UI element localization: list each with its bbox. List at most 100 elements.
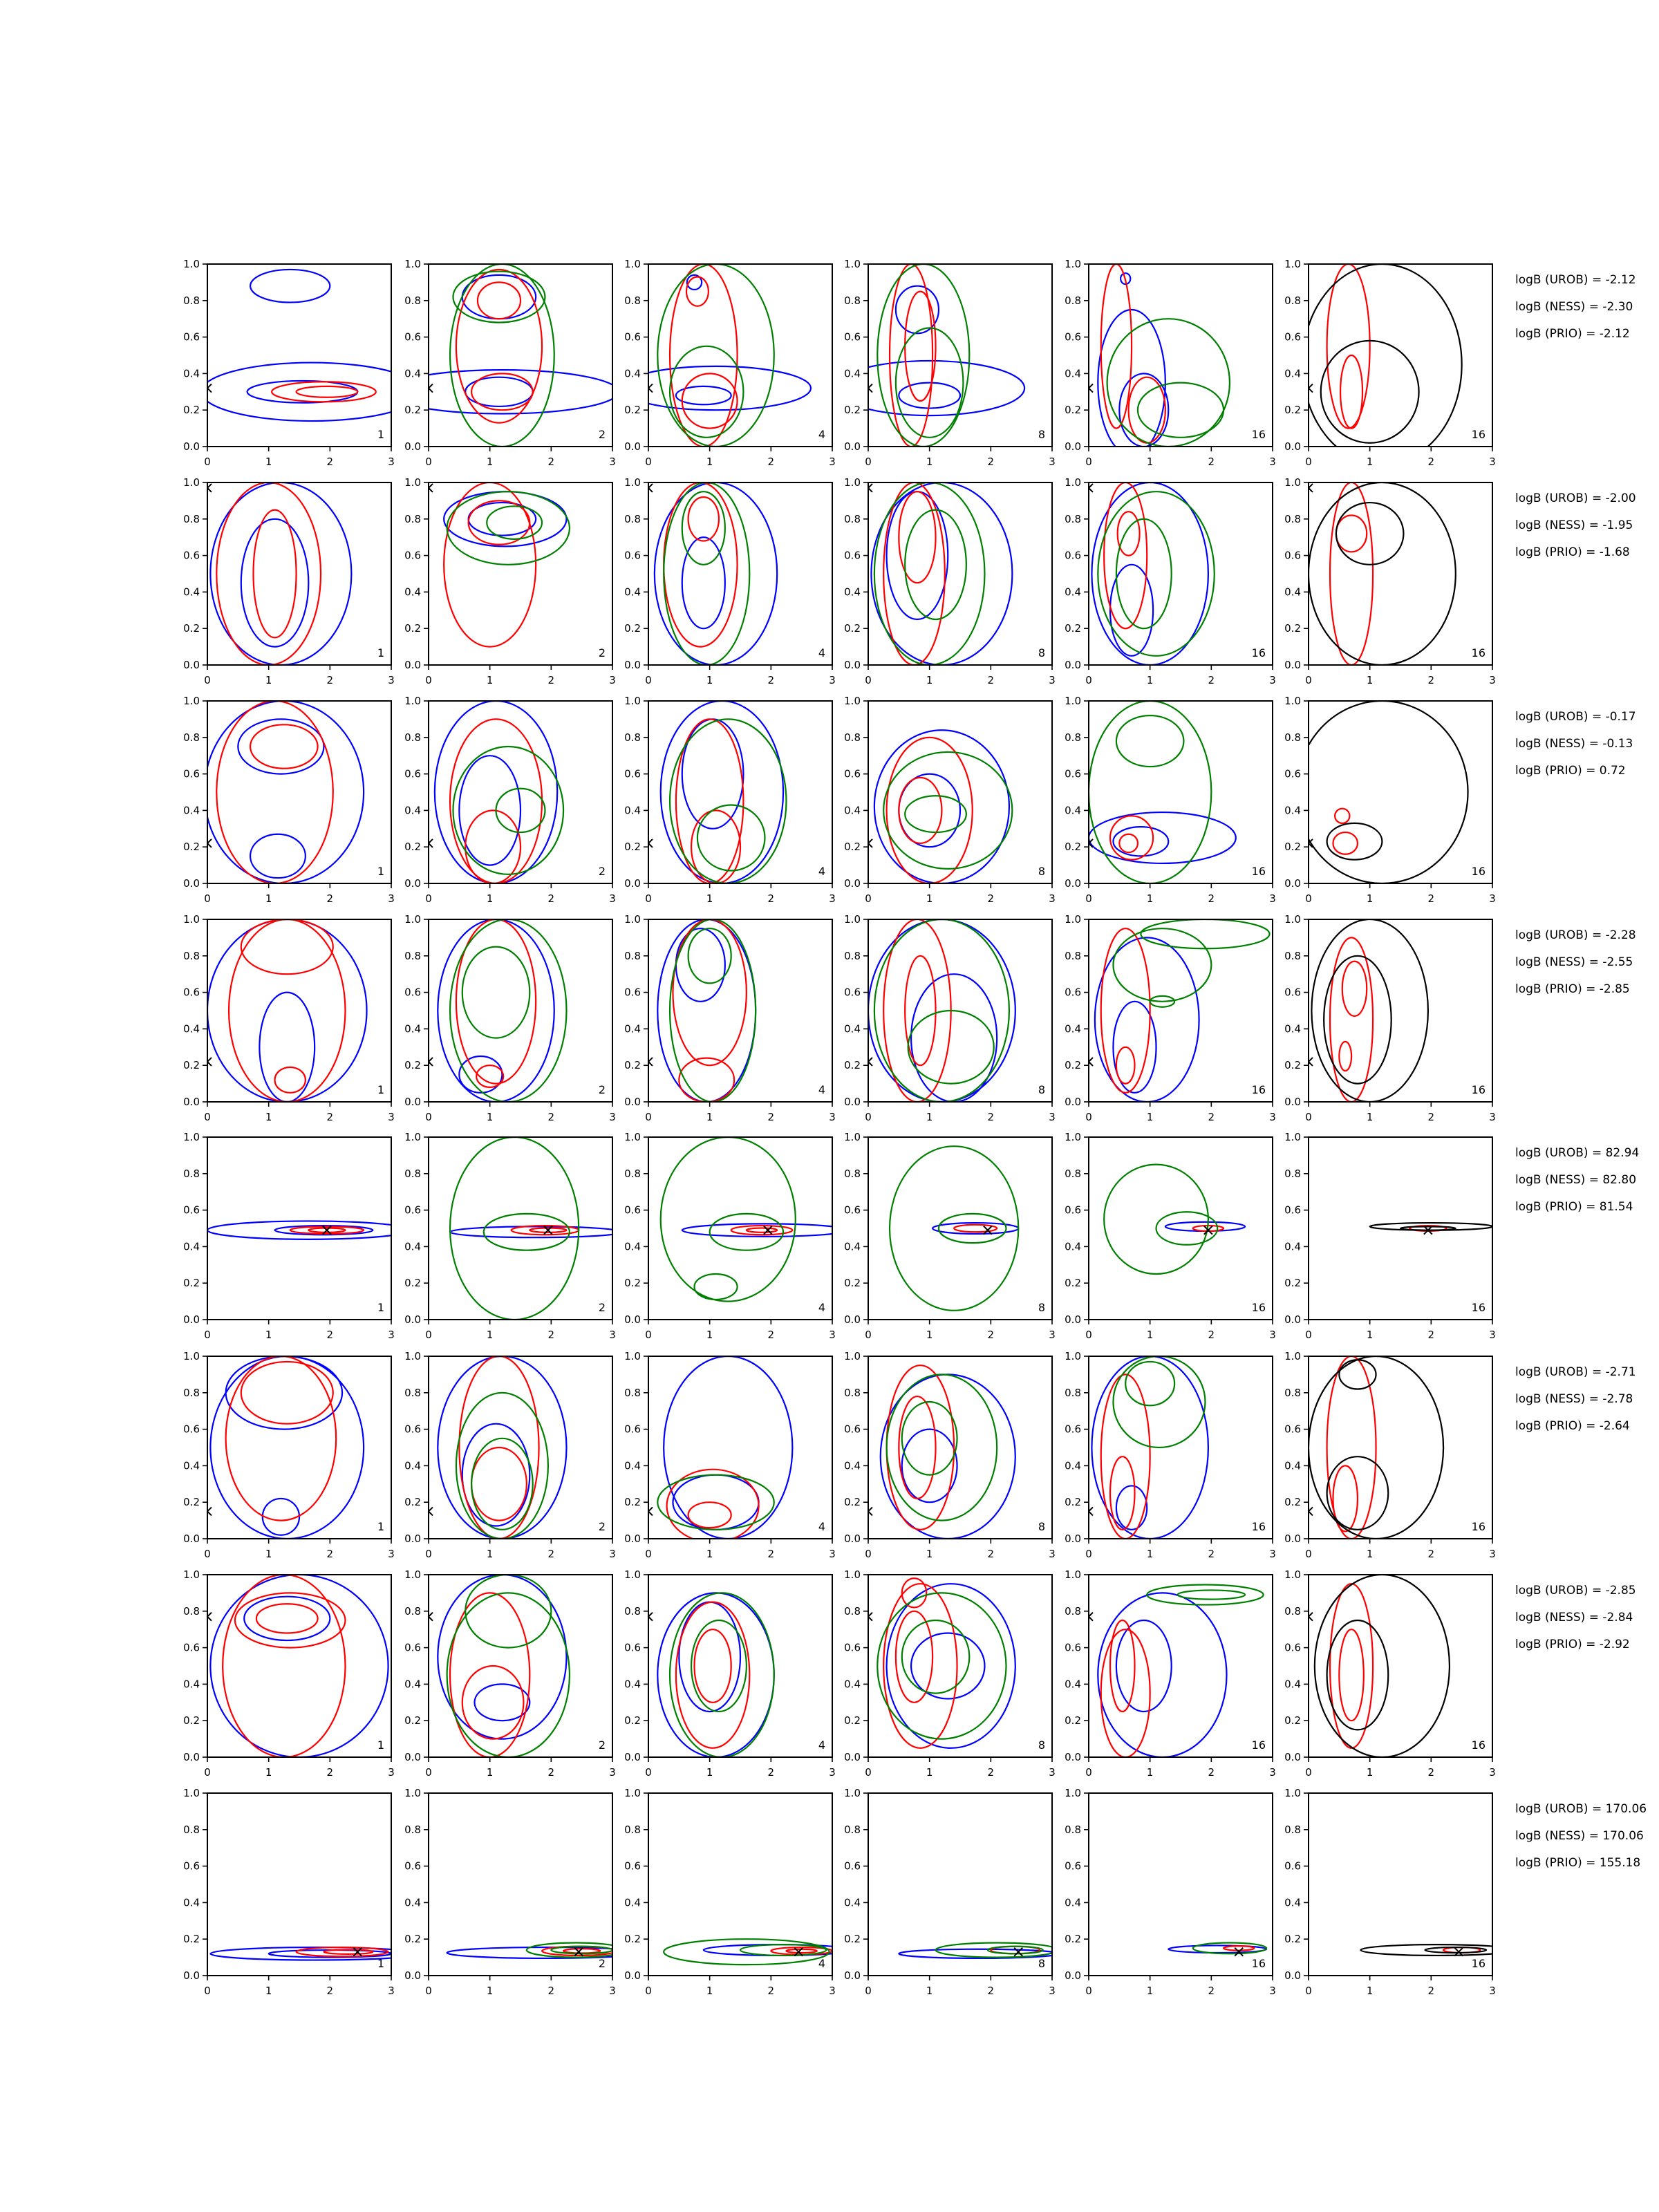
y-tick-label: 0.4 bbox=[624, 1022, 641, 1035]
x-tick-label: 2 bbox=[548, 892, 555, 905]
blue-contour-0 bbox=[1091, 482, 1209, 665]
contour-group bbox=[429, 264, 612, 447]
y-tick-label: 0.6 bbox=[844, 1642, 861, 1654]
panel-label: 16 bbox=[1252, 646, 1266, 659]
panel-label: 16 bbox=[1472, 1083, 1485, 1096]
axes-frame bbox=[648, 1792, 833, 1976]
panel-r4-c5: 0 1 2 3 0.0 0.2 0.4 0.6 0.8 1.0 16 bbox=[1284, 1131, 1496, 1341]
y-tick-label: 0.4 bbox=[844, 1678, 861, 1690]
y-tick-label: 0.0 bbox=[1065, 659, 1081, 671]
red-contour-0 bbox=[295, 1946, 389, 1958]
green-contour-1 bbox=[470, 1437, 534, 1530]
green-contour-1 bbox=[465, 1575, 552, 1649]
y-tick-label: 0.2 bbox=[844, 841, 861, 853]
panel-r0-c4: 0 1 2 3 0.0 0.2 0.4 0.6 0.8 1.0 16 bbox=[1065, 258, 1276, 468]
y-tick-label: 0.8 bbox=[1284, 950, 1301, 962]
x-tick-label: 1 bbox=[265, 674, 272, 686]
y-tick-label: 0.6 bbox=[183, 1423, 200, 1436]
true-value-marker bbox=[648, 383, 653, 393]
axes-frame bbox=[1308, 1136, 1493, 1320]
green-contour-0 bbox=[877, 1592, 1007, 1740]
y-tick-label: 1.0 bbox=[624, 913, 641, 926]
red-contour-0 bbox=[1100, 928, 1151, 1094]
y-tick-label: 0.2 bbox=[404, 1277, 421, 1289]
red-contour-1 bbox=[904, 290, 937, 402]
true-value-marker bbox=[353, 1947, 362, 1957]
panel-label: 16 bbox=[1472, 865, 1485, 878]
y-tick-label: 0.0 bbox=[183, 1096, 200, 1108]
green-contour-0 bbox=[449, 919, 568, 1102]
blue-contour-0 bbox=[1089, 811, 1237, 865]
x-tick-label: 3 bbox=[1049, 456, 1056, 468]
x-tick-label: 1 bbox=[1147, 1111, 1154, 1123]
x-tick-label: 2 bbox=[1428, 1111, 1435, 1123]
panel-r6-c3: 0 1 2 3 0.0 0.2 0.4 0.6 0.8 1.0 8 bbox=[844, 1568, 1056, 1779]
y-tick-label: 0.4 bbox=[1284, 1896, 1301, 1909]
panel-r2-c0: 0 1 2 3 0.0 0.2 0.4 0.6 0.8 1.0 1 bbox=[183, 695, 395, 905]
blue-contour-1 bbox=[675, 928, 726, 1002]
y-tick-label: 0.6 bbox=[404, 1642, 421, 1654]
y-tick-label: 0.2 bbox=[844, 1714, 861, 1727]
panel-label: 16 bbox=[1472, 428, 1485, 441]
green-contour-1 bbox=[901, 1400, 958, 1476]
green-contour-0 bbox=[668, 919, 757, 1102]
logb-annotations-r2: logB (UROB) = -0.17 logB (NESS) = -0.13 lo… bbox=[1515, 710, 1636, 778]
green-contour-1 bbox=[739, 1944, 827, 1957]
y-tick-label: 0.6 bbox=[624, 768, 641, 780]
y-tick-label: 0.4 bbox=[624, 367, 641, 379]
panel-r7-c0: 0 1 2 3 0.0 0.2 0.4 0.6 0.8 1.0 1 bbox=[183, 1787, 395, 1997]
x-tick-label: 0 bbox=[1305, 1548, 1312, 1560]
y-tick-label: 0.8 bbox=[844, 1824, 861, 1836]
contour-group bbox=[1089, 701, 1237, 883]
x-tick-label: 1 bbox=[706, 892, 713, 905]
y-tick-label: 0.8 bbox=[624, 294, 641, 307]
y-tick-label: 0.6 bbox=[624, 550, 641, 562]
blue-contour-0 bbox=[207, 362, 391, 422]
panel-r1-c5: 0 1 2 3 0.0 0.2 0.4 0.6 0.8 1.0 16 bbox=[1284, 476, 1496, 686]
x-tick-label: 1 bbox=[1147, 1548, 1154, 1560]
blue-contour-1 bbox=[474, 1683, 531, 1722]
contour-group bbox=[898, 1942, 1052, 1960]
x-tick-label: 1 bbox=[487, 674, 494, 686]
true-value-marker bbox=[1454, 1947, 1463, 1957]
panel-r3-c1: 0 1 2 3 0.0 0.2 0.4 0.6 0.8 1.0 2 bbox=[404, 913, 616, 1123]
contour-group bbox=[207, 1356, 365, 1539]
blue-contour-1 bbox=[1112, 826, 1170, 857]
x-tick-label: 1 bbox=[1147, 456, 1154, 468]
x-tick-label: 3 bbox=[1269, 1111, 1276, 1123]
green-contour-0 bbox=[455, 1391, 549, 1539]
contour-group bbox=[868, 1365, 1016, 1539]
panel-label: 1 bbox=[377, 646, 384, 659]
true-value-marker bbox=[763, 1225, 773, 1235]
green-contour-1 bbox=[901, 1619, 971, 1694]
x-tick-label: 2 bbox=[1208, 674, 1215, 686]
y-tick-label: 0.0 bbox=[844, 1751, 861, 1763]
red-contour-1 bbox=[234, 1592, 346, 1649]
axes-frame bbox=[1088, 1574, 1273, 1758]
x-tick-label: 3 bbox=[609, 456, 616, 468]
green-contour-1 bbox=[681, 491, 726, 565]
red-contour-1 bbox=[1115, 1046, 1136, 1085]
x-tick-label: 0 bbox=[1085, 1111, 1092, 1123]
y-tick-label: 0.0 bbox=[1284, 1533, 1301, 1545]
panel-label: 16 bbox=[1252, 865, 1266, 878]
blue-contour-1 bbox=[249, 268, 331, 303]
y-tick-label: 0.6 bbox=[404, 1860, 421, 1873]
panel-r2-c3: 0 1 2 3 0.0 0.2 0.4 0.6 0.8 1.0 8 bbox=[844, 695, 1056, 905]
green-contour-0 bbox=[885, 1374, 998, 1521]
panel-r7-c3: 0 1 2 3 0.0 0.2 0.4 0.6 0.8 1.0 8 bbox=[844, 1787, 1056, 1997]
y-tick-label: 0.0 bbox=[624, 440, 641, 453]
green-contour-0 bbox=[668, 718, 787, 883]
x-tick-label: 1 bbox=[487, 1766, 494, 1779]
x-tick-label: 1 bbox=[706, 1111, 713, 1123]
y-tick-label: 0.6 bbox=[1065, 986, 1081, 999]
logb-annotations-r6: logB (UROB) = -2.85 logB (NESS) = -2.84 lo… bbox=[1515, 1584, 1636, 1651]
panel-r0-c3: 0 1 2 3 0.0 0.2 0.4 0.6 0.8 1.0 8 bbox=[844, 258, 1056, 468]
y-tick-label: 1.0 bbox=[1284, 1350, 1301, 1362]
y-tick-label: 0.8 bbox=[844, 1387, 861, 1399]
red-contour-0 bbox=[1109, 815, 1154, 861]
panel-r2-c4: 0 1 2 3 0.0 0.2 0.4 0.6 0.8 1.0 16 bbox=[1065, 695, 1276, 905]
x-tick-label: 0 bbox=[1085, 456, 1092, 468]
x-tick-label: 1 bbox=[487, 456, 494, 468]
y-tick-label: 0.6 bbox=[404, 768, 421, 780]
